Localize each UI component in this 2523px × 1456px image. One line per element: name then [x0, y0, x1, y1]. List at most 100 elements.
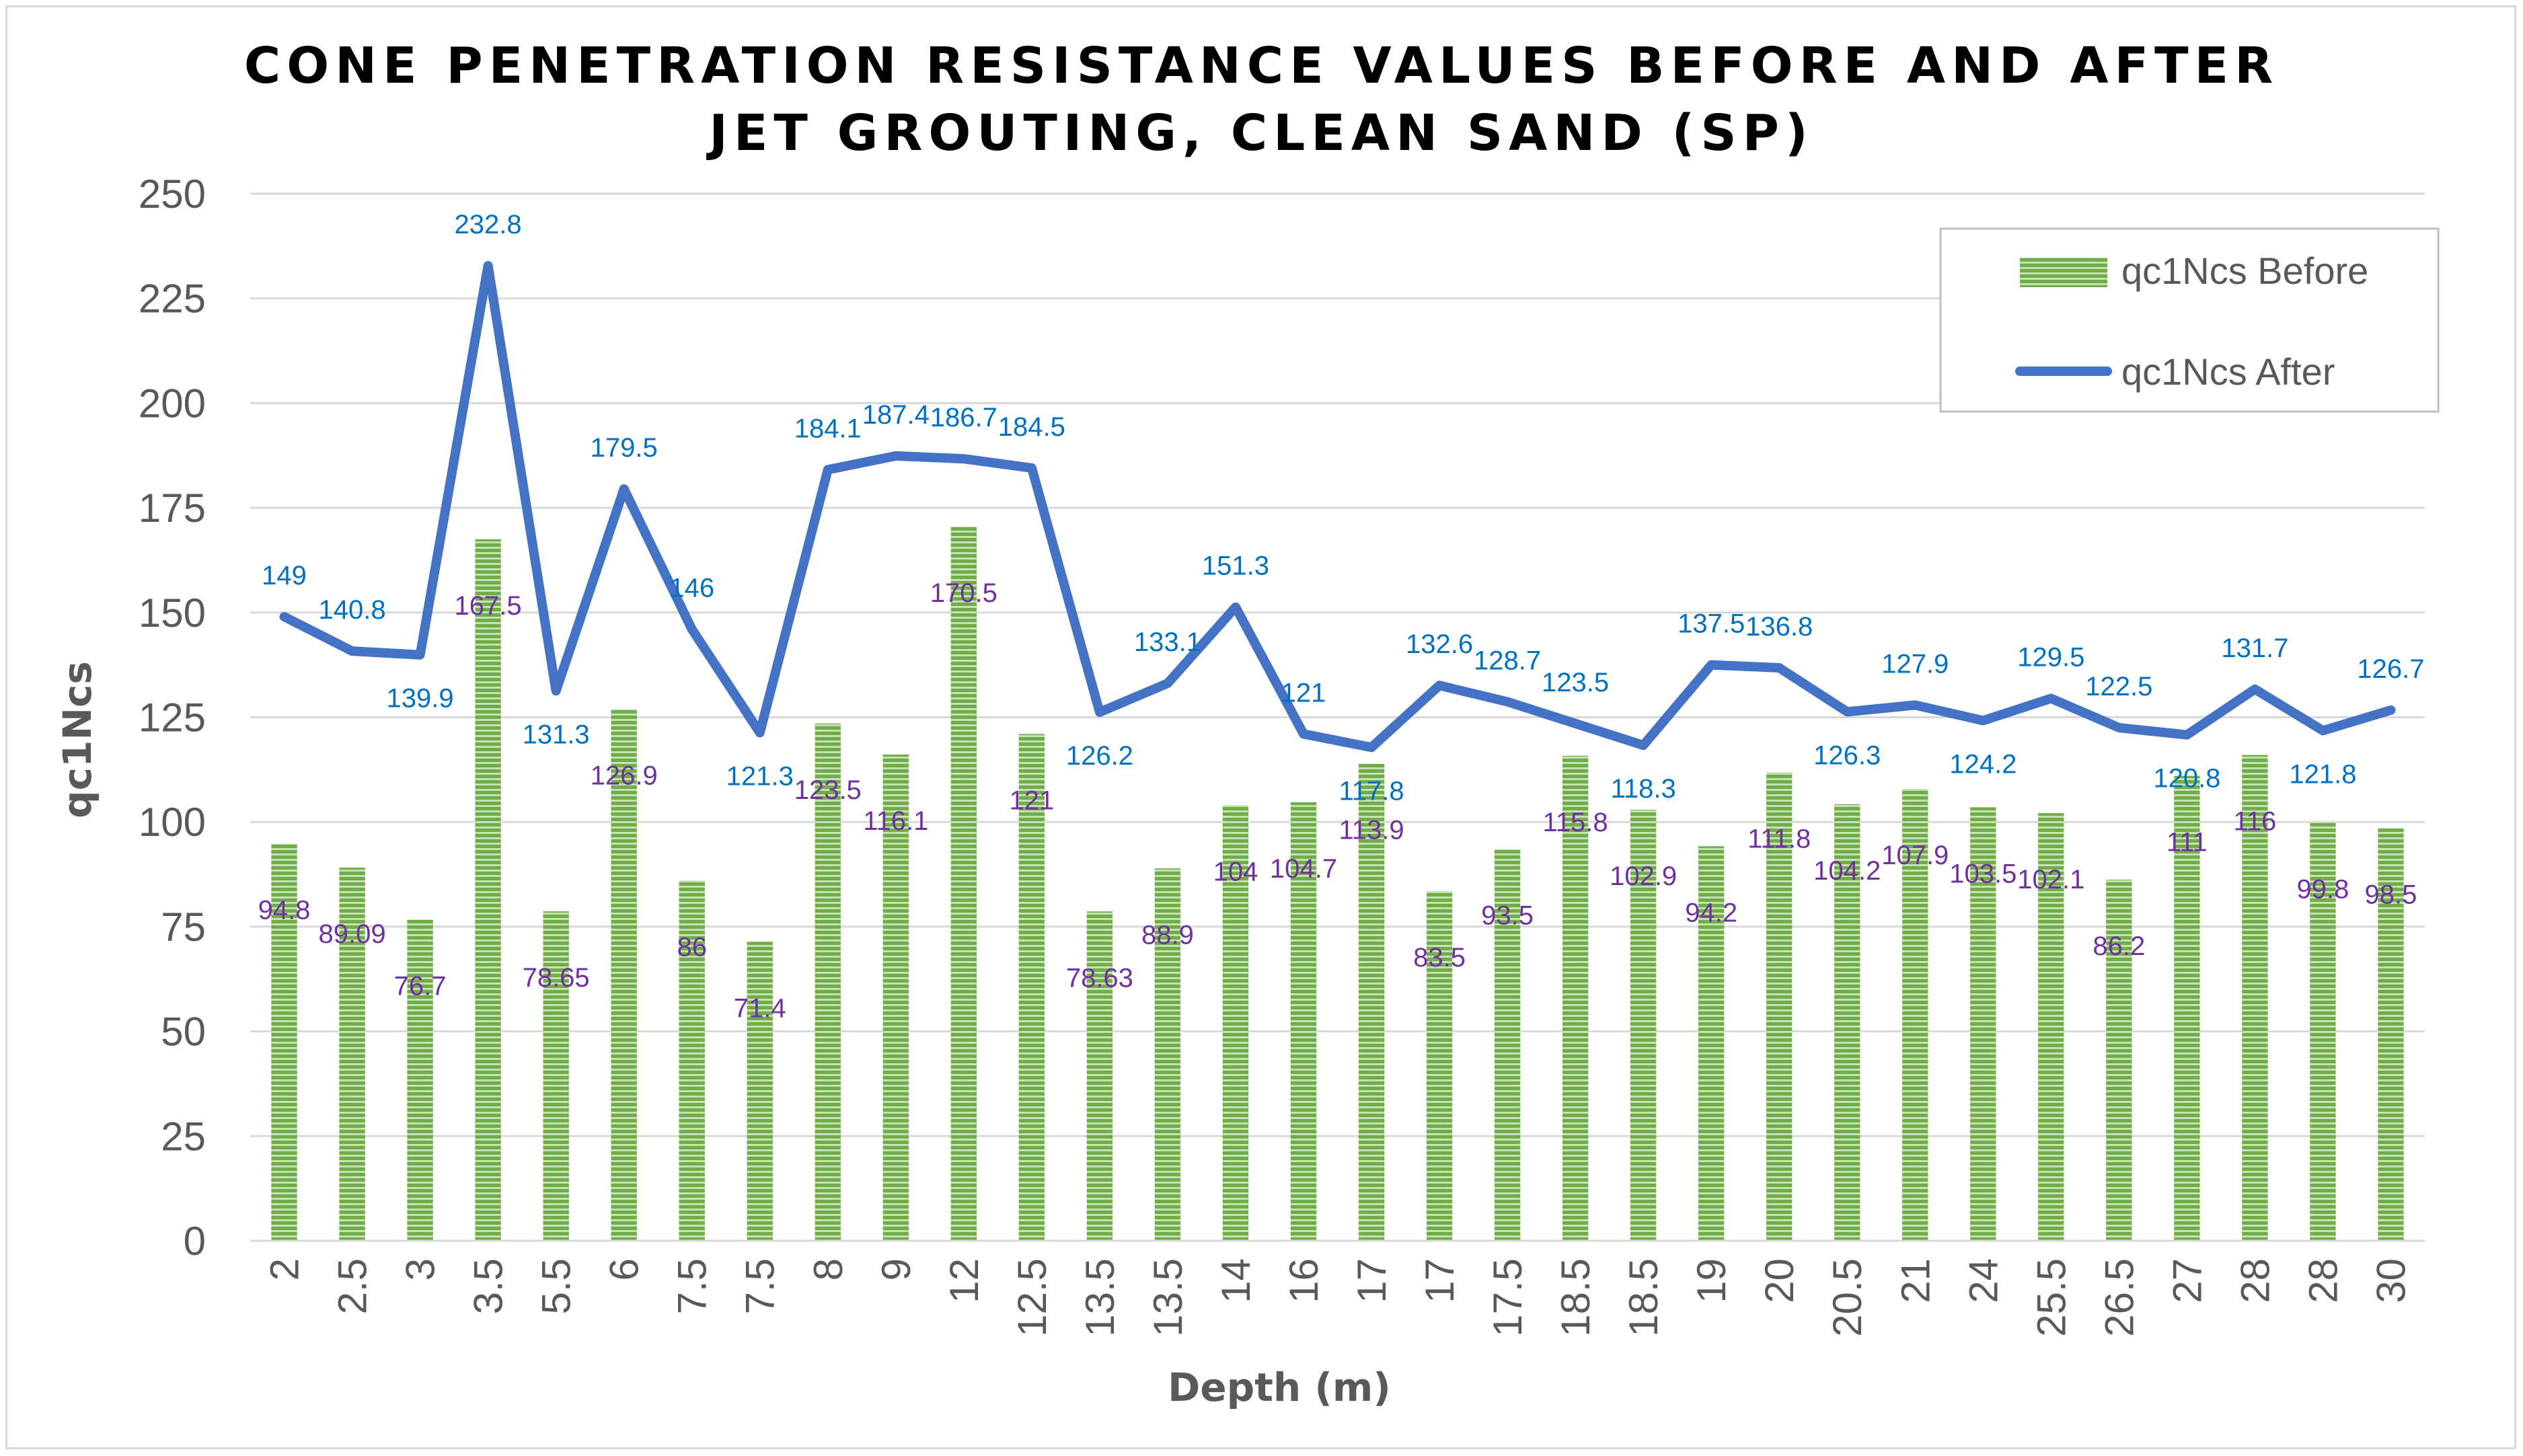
- data-label-after: 118.3: [1611, 774, 1676, 804]
- data-label-after: 121.3: [726, 762, 794, 792]
- data-label-after: 120.8: [2153, 764, 2220, 794]
- y-tick-label: 25: [161, 1114, 206, 1159]
- y-tick-label: 225: [139, 276, 206, 321]
- y-axis-title: qc1Ncs: [54, 661, 100, 818]
- data-label-after: 121: [1281, 678, 1326, 707]
- bar-before: [1086, 911, 1113, 1241]
- x-tick-label: 25.5: [2029, 1258, 2074, 1337]
- legend-label-before: qc1Ncs Before: [2121, 250, 2368, 292]
- data-label-before: 167.5: [455, 591, 522, 621]
- bar-before: [2038, 813, 2064, 1241]
- bar-before: [611, 709, 637, 1241]
- y-tick-label: 100: [139, 800, 206, 845]
- bar-before: [1494, 849, 1521, 1241]
- x-tick-label: 17: [1349, 1258, 1394, 1303]
- data-label-after: 132.6: [1406, 629, 1473, 659]
- line-after: [279, 261, 2396, 753]
- data-label-before: 86.2: [2093, 931, 2145, 961]
- bar-before: [1698, 846, 1725, 1241]
- data-label-before: 102.9: [1610, 861, 1677, 891]
- bars-before: [271, 527, 2404, 1241]
- data-label-before: 78.65: [523, 963, 590, 993]
- data-label-after: 179.5: [591, 433, 658, 463]
- x-tick-label: 30: [2368, 1258, 2413, 1303]
- x-tick-label: 17: [1417, 1258, 1462, 1303]
- x-tick-label: 20: [1757, 1258, 1802, 1303]
- x-tick-label: 27: [2164, 1258, 2210, 1303]
- bar-before: [271, 843, 297, 1241]
- data-label-before: 104: [1213, 857, 1258, 886]
- data-label-before: 102.1: [2017, 865, 2084, 894]
- bar-before: [339, 868, 365, 1241]
- x-tick-label: 2: [262, 1258, 307, 1280]
- bar-before: [1154, 868, 1181, 1241]
- data-label-after: 126.2: [1066, 741, 1133, 771]
- x-tick-label: 5.5: [534, 1258, 579, 1314]
- data-label-before: 93.5: [1481, 901, 1534, 931]
- bar-before: [2378, 828, 2404, 1241]
- bar-before: [1222, 805, 1249, 1241]
- data-label-after: 129.5: [2017, 642, 2084, 672]
- data-label-before: 99.8: [2297, 874, 2349, 904]
- data-label-after: 184.5: [998, 412, 1065, 442]
- x-tick-label: 14: [1213, 1258, 1258, 1303]
- data-label-after: 123.5: [1542, 668, 1609, 697]
- data-label-after: 126.3: [1813, 740, 1881, 770]
- data-label-before: 76.7: [394, 971, 447, 1001]
- data-label-before: 78.63: [1066, 963, 1133, 993]
- data-label-before: 71.4: [734, 993, 786, 1023]
- bar-before: [1562, 755, 1589, 1241]
- data-label-before: 113.9: [1339, 816, 1404, 845]
- data-label-after: 127.9: [1881, 649, 1949, 679]
- x-tick-label: 21: [1893, 1258, 1938, 1303]
- x-tick-label: 7.5: [670, 1258, 715, 1314]
- bar-before: [1630, 810, 1657, 1241]
- data-label-before: 111: [2167, 828, 2208, 857]
- data-label-before: 103.5: [1949, 859, 2017, 888]
- bar-before: [2106, 880, 2132, 1241]
- data-label-after: 146: [669, 574, 714, 603]
- data-label-before: 104.2: [1813, 856, 1881, 886]
- bar-before: [1426, 890, 1453, 1241]
- bar-before: [1834, 804, 1860, 1241]
- bar-before: [543, 911, 569, 1241]
- y-tick-label: 200: [139, 381, 206, 426]
- data-label-before: 116.1: [863, 806, 928, 836]
- x-tick-label: 19: [1689, 1258, 1734, 1303]
- x-tick-label: 17.5: [1485, 1258, 1530, 1337]
- data-label-after: 149: [262, 561, 307, 590]
- bar-before: [1902, 788, 1928, 1241]
- bar-before: [407, 919, 433, 1241]
- data-label-before: 104.7: [1270, 854, 1337, 884]
- chart-title-line-1: CONE PENETRATION RESISTANCE VALUES BEFOR…: [243, 37, 2280, 95]
- data-label-after: 117.8: [1339, 776, 1404, 806]
- series-line-after: [279, 261, 2396, 753]
- data-labels: 94.889.0976.7167.578.65126.98671.4123.51…: [258, 210, 2425, 1023]
- y-tick-label: 0: [184, 1219, 206, 1264]
- chart-title: CONE PENETRATION RESISTANCE VALUES BEFOR…: [0, 32, 2523, 167]
- x-tick-label: 16: [1281, 1258, 1326, 1303]
- x-tick-label: 3.5: [466, 1258, 511, 1314]
- data-label-before: 115.8: [1543, 808, 1608, 837]
- y-tick-label: 175: [139, 486, 206, 531]
- legend-swatch-before: [2020, 258, 2107, 287]
- data-label-after: 139.9: [387, 684, 454, 714]
- data-label-after: 186.7: [930, 403, 997, 432]
- data-label-before: 126.9: [591, 761, 658, 791]
- data-label-before: 83.5: [1413, 943, 1466, 972]
- x-tick-label: 24: [1961, 1258, 2006, 1303]
- x-axis-title: Depth (m): [1168, 1365, 1391, 1410]
- x-tick-label: 6: [602, 1258, 647, 1280]
- data-label-after: 187.4: [862, 400, 930, 430]
- bar-before: [2242, 755, 2268, 1241]
- x-tick-label: 9: [874, 1258, 919, 1280]
- bar-before: [815, 723, 841, 1241]
- data-label-after: 121.8: [2289, 759, 2356, 789]
- bar-before: [2174, 775, 2200, 1241]
- y-tick-label: 250: [139, 171, 206, 217]
- y-tick-label: 125: [139, 695, 206, 740]
- bar-before: [475, 539, 501, 1241]
- x-tick-label: 20.5: [1825, 1258, 1870, 1337]
- bar-before: [679, 880, 705, 1241]
